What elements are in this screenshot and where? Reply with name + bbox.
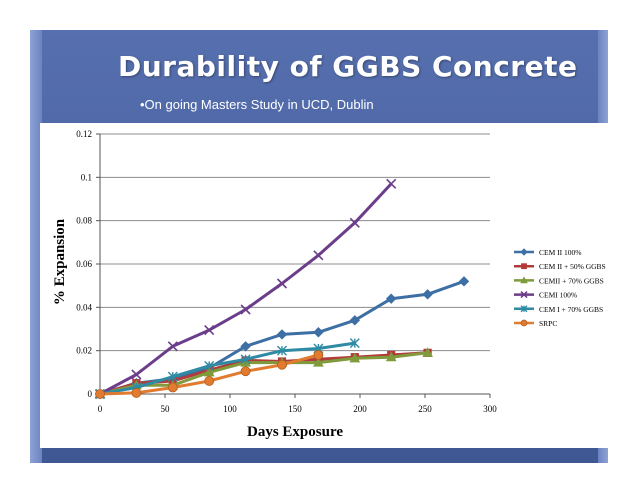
data-point [240, 304, 251, 315]
data-point [203, 366, 215, 377]
legend: CEM II 100% CEM II + 50% GGBS CEMII + 70% … [514, 248, 606, 328]
legend-marker [520, 305, 528, 313]
x-axis-title: Days Exposure [247, 424, 343, 440]
legend-entry: SRPC [514, 319, 557, 328]
data-point [240, 354, 251, 365]
x-tick-label: 150 [288, 404, 302, 414]
y-tick-label: 0.02 [76, 346, 92, 356]
series-line [99, 351, 428, 396]
data-point [385, 293, 397, 304]
grid-lines [100, 133, 490, 352]
legend-marker [520, 248, 528, 256]
data-point [458, 276, 470, 287]
slide-decor-bar-left [30, 30, 42, 463]
legend-marker [520, 276, 528, 284]
x-tick-label: 50 [161, 404, 171, 414]
data-point [277, 345, 287, 356]
x-tick-label: 300 [483, 404, 497, 414]
data-point [131, 369, 142, 380]
data-point [313, 357, 324, 367]
data-point [422, 289, 433, 300]
y-tick-label: 0.08 [76, 216, 92, 226]
chart-panel: 0 0.02 0.04 0.06 0.08 0.1 0.12 0 50 100 150 200 250 3… [40, 123, 608, 448]
data-point [167, 371, 178, 382]
x-tick-label: 250 [418, 404, 432, 414]
data-point [313, 350, 324, 360]
data-point [422, 347, 433, 357]
data-point [204, 360, 215, 371]
x-tick-label: 200 [353, 404, 367, 414]
series-line [99, 341, 356, 396]
x-tick-label: 100 [223, 404, 237, 414]
legend-label: CEM II 100% [539, 248, 582, 257]
y-tick-label: 0.1 [81, 172, 92, 182]
data-point [349, 217, 360, 228]
data-point [349, 338, 360, 349]
data-point [95, 389, 105, 399]
data-point [240, 341, 251, 352]
y-axis-title: % Expansion [52, 218, 68, 305]
y-tick-label: 0 [88, 389, 93, 399]
legend-entry: CEM II + 50% GGBS [514, 262, 606, 271]
slide-title: Durability of GGBS Concrete [118, 50, 578, 83]
y-tick-label: 0.04 [76, 302, 92, 312]
legend-entry: CEMI 100% [514, 291, 577, 300]
data-point [204, 325, 215, 336]
series-group [94, 178, 470, 400]
expansion-line-chart: 0 0.02 0.04 0.06 0.08 0.1 0.12 0 50 100 150 200 250 3… [52, 129, 606, 440]
series-0 [94, 276, 470, 400]
data-point [131, 388, 142, 398]
legend-marker [521, 263, 527, 270]
data-point [167, 341, 178, 352]
data-point [240, 366, 251, 377]
data-point [313, 250, 324, 261]
y-tick-label: 0.06 [76, 259, 92, 269]
y-tick-label: 0.12 [76, 129, 92, 139]
legend-label: CEM II + 50% GGBS [539, 262, 606, 271]
legend-entry: CEM II 100% [514, 248, 582, 257]
legend-marker [520, 291, 528, 299]
x-tick-label: 0 [98, 404, 103, 414]
data-point [385, 351, 397, 362]
legend-entry: CEM I + 70% GGBS [514, 305, 603, 314]
legend-label: CEMII + 70% GGBS [539, 276, 604, 285]
data-point [276, 329, 288, 340]
data-point [204, 376, 215, 386]
legend-label: SRPC [539, 319, 557, 328]
data-point [349, 315, 361, 326]
legend-entry: CEMII + 70% GGBS [514, 276, 604, 285]
slide-subtitle: •On going Masters Study in UCD, Dublin [140, 97, 374, 112]
series-5 [95, 350, 324, 399]
data-point [349, 352, 361, 363]
legend-label: CEM I + 70% GGBS [539, 305, 603, 314]
data-point [167, 382, 178, 393]
tick-labels: 0 0.02 0.04 0.06 0.08 0.1 0.12 0 50 100 150 200 250 3… [76, 129, 497, 414]
data-point [386, 178, 397, 189]
legend-marker [520, 319, 528, 327]
legend-label: CEMI 100% [539, 291, 577, 300]
data-point [276, 278, 288, 289]
data-point [277, 359, 287, 370]
data-point [313, 327, 324, 338]
